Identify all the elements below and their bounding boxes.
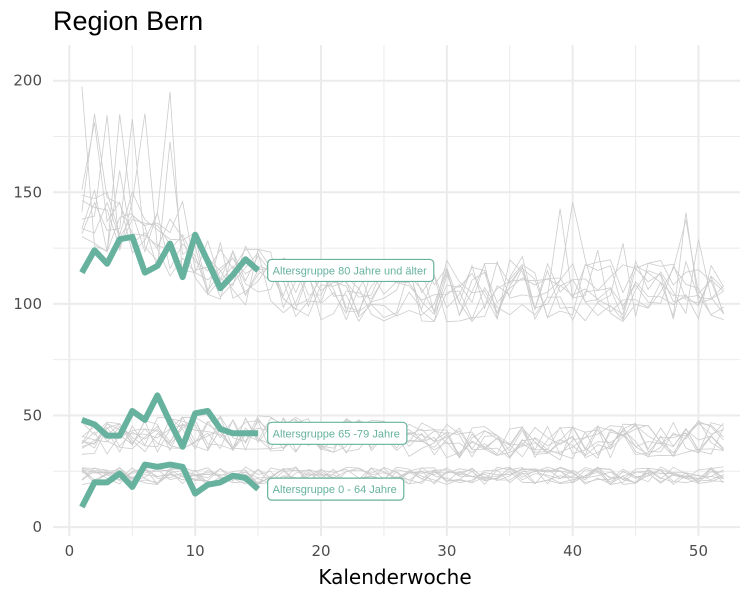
x-tick-label: 40 [563, 542, 582, 560]
y-tick-label: 50 [23, 406, 42, 424]
highlight-series-line [80, 392, 259, 450]
axis-ticks: 0 10 20 30 40 50 0 50 100 150 200 [13, 72, 708, 560]
x-tick-label: 0 [65, 542, 75, 560]
background-series-line [81, 119, 724, 321]
x-tick-label: 10 [186, 542, 205, 560]
x-tick-label: 20 [311, 542, 330, 560]
series-label-text: Altersgruppe 65 -79 Jahre [273, 428, 400, 440]
x-tick-label: 30 [437, 542, 456, 560]
series-label-box [267, 421, 408, 445]
series-label-box [267, 477, 405, 501]
x-axis-title: Kalenderwoche [318, 565, 471, 589]
highlight-series-line [79, 461, 261, 509]
series-label-text: Altersgruppe 0 - 64 Jahre [273, 484, 397, 496]
y-tick-label: 200 [13, 72, 42, 90]
y-tick-label: 0 [32, 518, 42, 536]
highlight-series-line [79, 231, 261, 292]
series-label-text: Altersgruppe 80 Jahre und älter [273, 265, 427, 277]
series-label-box [267, 258, 435, 283]
chart-title: Region Bern [53, 6, 204, 36]
y-tick-label: 100 [13, 295, 42, 313]
series-labels: Altersgruppe 80 Jahre und älter Altersgru… [267, 258, 435, 501]
x-tick-label: 50 [689, 542, 708, 560]
highlight-series [79, 231, 261, 509]
y-tick-label: 150 [13, 183, 42, 201]
